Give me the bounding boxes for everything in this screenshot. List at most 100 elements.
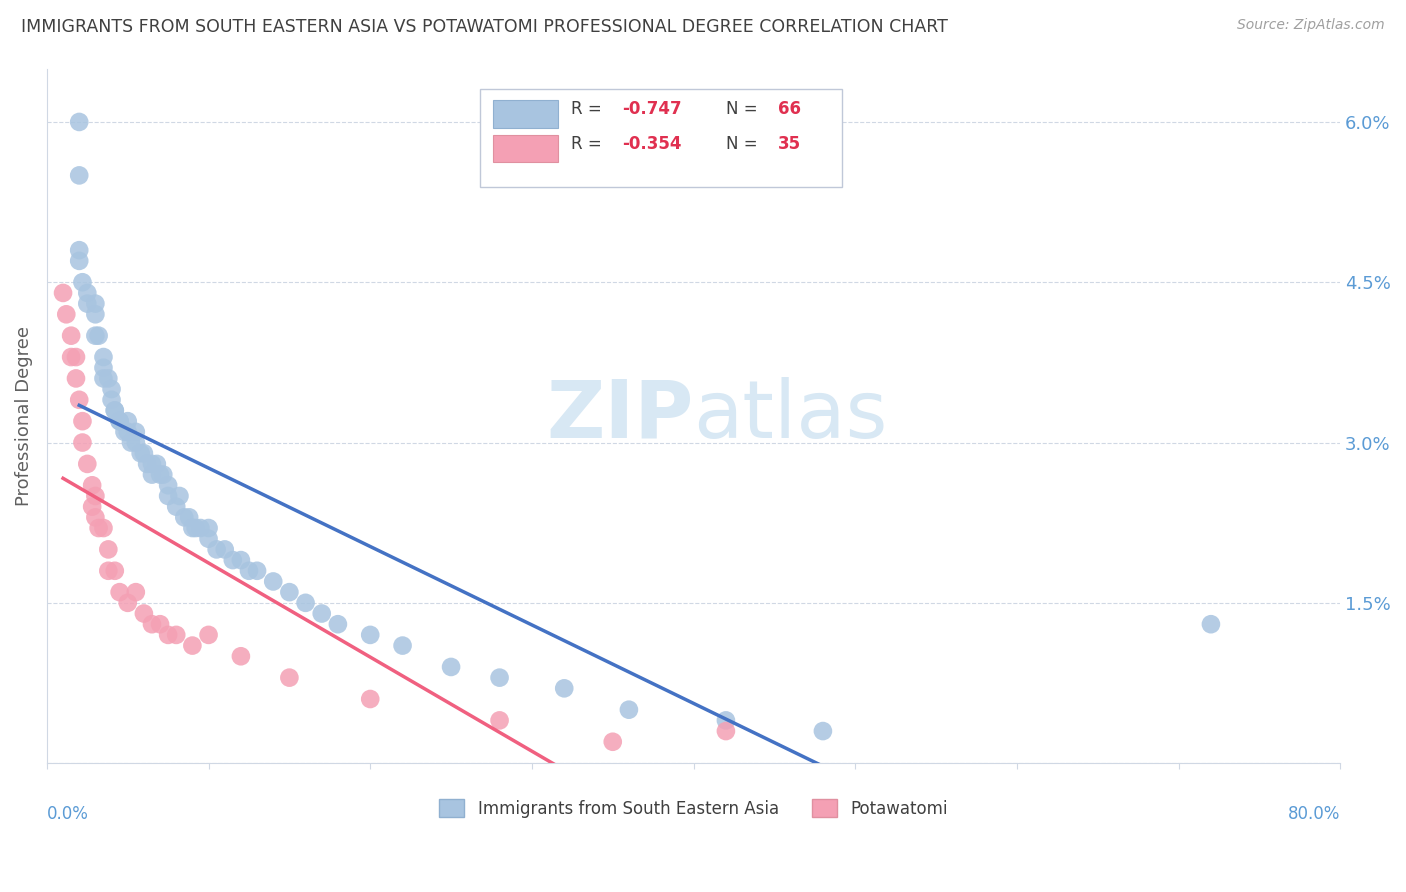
Point xyxy=(181,639,204,653)
Point xyxy=(157,478,180,492)
Point xyxy=(136,457,159,471)
Point xyxy=(165,628,187,642)
Point xyxy=(72,275,94,289)
Point xyxy=(141,457,163,471)
Point xyxy=(108,585,131,599)
Text: IMMIGRANTS FROM SOUTH EASTERN ASIA VS POTAWATOMI PROFESSIONAL DEGREE CORRELATION: IMMIGRANTS FROM SOUTH EASTERN ASIA VS PO… xyxy=(21,18,948,36)
Point xyxy=(117,596,139,610)
Point xyxy=(190,521,212,535)
Point xyxy=(97,564,120,578)
Y-axis label: Professional Degree: Professional Degree xyxy=(15,326,32,506)
Point xyxy=(229,553,252,567)
Point xyxy=(359,692,381,706)
Point xyxy=(52,285,75,300)
Text: N =: N = xyxy=(725,100,763,118)
Text: Source: ZipAtlas.com: Source: ZipAtlas.com xyxy=(1237,18,1385,32)
Text: 80.0%: 80.0% xyxy=(1288,805,1340,822)
Point xyxy=(65,350,87,364)
Bar xyxy=(494,100,558,128)
Point xyxy=(278,671,301,685)
Point xyxy=(553,681,575,696)
Point xyxy=(76,285,98,300)
Point xyxy=(132,446,155,460)
Point xyxy=(617,703,640,717)
Point xyxy=(117,414,139,428)
Point xyxy=(197,521,219,535)
Text: R =: R = xyxy=(571,100,607,118)
Point xyxy=(157,489,180,503)
Point xyxy=(238,564,260,578)
Point xyxy=(67,253,90,268)
Point xyxy=(179,510,201,524)
Point xyxy=(84,296,107,310)
Point xyxy=(60,350,83,364)
Text: ZIP: ZIP xyxy=(547,376,693,455)
Text: -0.354: -0.354 xyxy=(623,135,682,153)
Point xyxy=(326,617,349,632)
Point xyxy=(125,425,148,439)
Point xyxy=(146,457,169,471)
Point xyxy=(714,724,737,739)
Point xyxy=(108,414,131,428)
Point xyxy=(82,500,104,514)
Point xyxy=(440,660,463,674)
Point xyxy=(488,671,510,685)
Point xyxy=(87,328,110,343)
Point xyxy=(93,360,115,375)
Point xyxy=(214,542,236,557)
Text: 35: 35 xyxy=(778,135,801,153)
Point xyxy=(169,489,191,503)
Point xyxy=(149,617,172,632)
Text: 66: 66 xyxy=(778,100,800,118)
Point xyxy=(93,350,115,364)
Point xyxy=(67,115,90,129)
Point xyxy=(294,596,316,610)
Point xyxy=(65,371,87,385)
Point xyxy=(104,564,127,578)
Point xyxy=(1199,617,1222,632)
Text: 0.0%: 0.0% xyxy=(46,805,89,822)
Point xyxy=(72,435,94,450)
Point xyxy=(84,510,107,524)
Point xyxy=(141,467,163,482)
Point xyxy=(488,714,510,728)
Point xyxy=(67,392,90,407)
Point xyxy=(152,467,174,482)
Point xyxy=(132,607,155,621)
Point xyxy=(114,425,136,439)
Text: R =: R = xyxy=(571,135,607,153)
Point xyxy=(93,521,115,535)
Point xyxy=(181,521,204,535)
Point xyxy=(184,521,207,535)
Point xyxy=(104,403,127,417)
Point xyxy=(149,467,172,482)
Point xyxy=(278,585,301,599)
Point xyxy=(55,307,77,321)
Point xyxy=(97,371,120,385)
Point xyxy=(173,510,195,524)
Point xyxy=(222,553,245,567)
Point xyxy=(60,328,83,343)
Legend: Immigrants from South Eastern Asia, Potawatomi: Immigrants from South Eastern Asia, Pota… xyxy=(433,793,955,824)
Point xyxy=(197,628,219,642)
Point xyxy=(602,735,624,749)
Point xyxy=(67,169,90,183)
Point xyxy=(76,296,98,310)
Point xyxy=(87,521,110,535)
Point xyxy=(120,435,142,450)
Point xyxy=(125,435,148,450)
Point xyxy=(76,457,98,471)
FancyBboxPatch shape xyxy=(481,89,842,186)
Text: atlas: atlas xyxy=(693,376,889,455)
Point xyxy=(117,425,139,439)
Point xyxy=(82,478,104,492)
Point xyxy=(714,714,737,728)
Text: -0.747: -0.747 xyxy=(623,100,682,118)
Point xyxy=(141,617,163,632)
Point xyxy=(197,532,219,546)
Point xyxy=(84,328,107,343)
Point xyxy=(104,403,127,417)
Point xyxy=(100,382,122,396)
Point xyxy=(165,500,187,514)
Point xyxy=(205,542,228,557)
